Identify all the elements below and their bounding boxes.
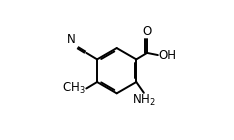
- Text: NH$_2$: NH$_2$: [132, 93, 156, 108]
- Text: CH$_3$: CH$_3$: [62, 81, 86, 96]
- Text: OH: OH: [158, 49, 176, 62]
- Text: O: O: [143, 25, 152, 38]
- Text: N: N: [67, 33, 76, 46]
